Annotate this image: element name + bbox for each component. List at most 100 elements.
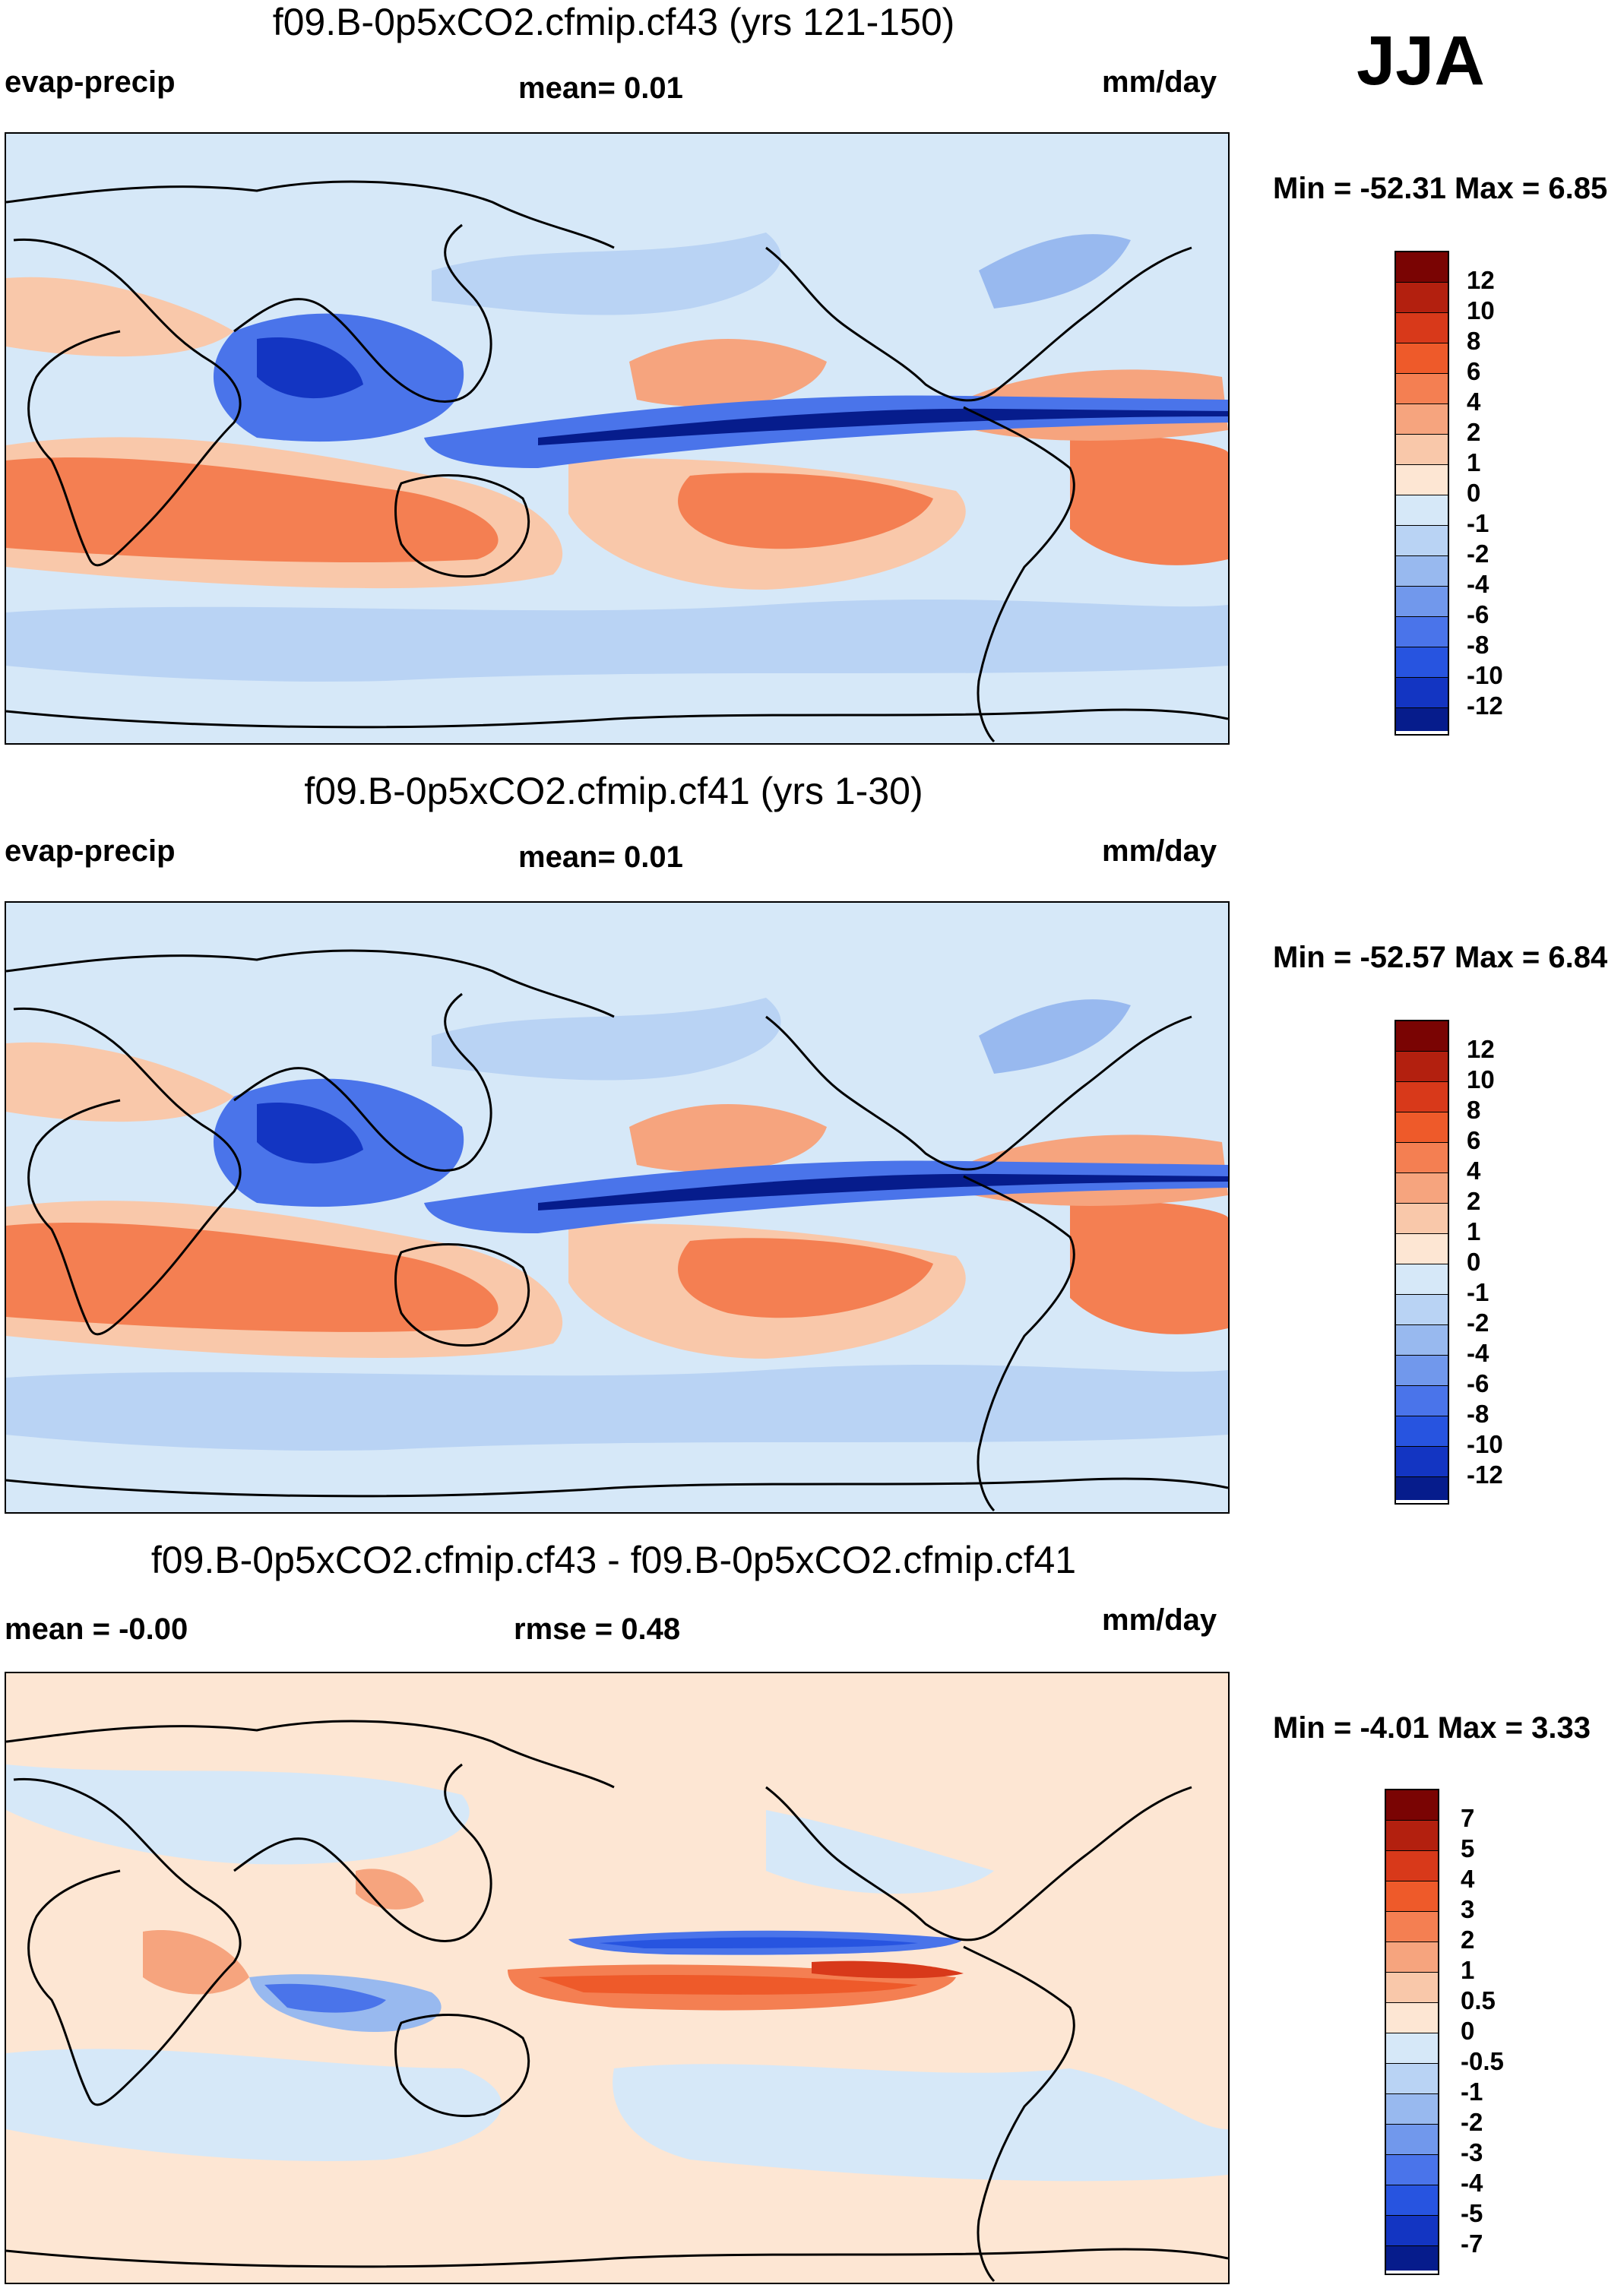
- panel-3-colorbar-label: -3: [1461, 2138, 1483, 2166]
- panel-3-colorbar-swatch: [1386, 2155, 1438, 2185]
- panel-2-colorbar-swatch: [1396, 1325, 1448, 1356]
- panel-2-colorbar-label: 12: [1467, 1035, 1495, 1063]
- panel-1-colorbar-swatch: [1396, 465, 1448, 495]
- panel-1-colorbar-swatch: [1396, 252, 1448, 283]
- panel-2-title: f09.B-0p5xCO2.cfmip.cf41 (yrs 1-30): [304, 770, 923, 812]
- panel-1-colorbar-swatch: [1396, 404, 1448, 435]
- panel-2-colorbar-swatch: [1396, 1082, 1448, 1112]
- panel-2-colorbar-swatch: [1396, 1234, 1448, 1264]
- panel-3-colorbar-swatch: [1386, 1912, 1438, 1942]
- panel-1-colorbar-swatch: [1396, 495, 1448, 526]
- panel-1-colorbar-swatch: [1396, 526, 1448, 556]
- panel-2-colorbar-swatch: [1396, 1477, 1448, 1500]
- panel-2-minmax: Min = -52.57 Max = 6.84: [1273, 941, 1608, 974]
- panel-1-colorbar-swatch: [1396, 708, 1448, 731]
- panel-2-colorbar-label: -12: [1467, 1460, 1503, 1489]
- panel-1-colorbar-label: 1: [1467, 448, 1481, 476]
- panel-3-units-label: mm/day: [1102, 1603, 1217, 1637]
- panel-2-colorbar-swatch: [1396, 1295, 1448, 1325]
- panel-2-colorbar-label: -8: [1467, 1400, 1489, 1428]
- panel-1-colorbar-label: 4: [1467, 388, 1481, 416]
- panel-1-colorbar-label: -10: [1467, 661, 1503, 689]
- panel-1-colorbar-label: -6: [1467, 600, 1489, 628]
- panel-3-colorbar-swatch: [1386, 1881, 1438, 1912]
- panel-1-colorbar-swatch: [1396, 587, 1448, 617]
- panel-3-colorbar-label: 0.5: [1461, 1986, 1496, 2014]
- panel-1-coastlines: [6, 180, 1228, 743]
- panel-2-colorbar-swatch: [1396, 1356, 1448, 1386]
- panel-1-minmax: Min = -52.31 Max = 6.85: [1273, 172, 1608, 205]
- panel-1-colorbar-swatch: [1396, 647, 1448, 678]
- panel-3-colorbar-label: -0.5: [1461, 2047, 1504, 2075]
- panel-1-variable-label: evap-precip: [5, 65, 176, 99]
- panel-3-colorbar-swatch: [1386, 1821, 1438, 1851]
- panel-3-minmax: Min = -4.01 Max = 3.33: [1273, 1711, 1591, 1745]
- panel-3-colorbar: [1385, 1789, 1439, 2275]
- panel-3-colorbar-label: -7: [1461, 2229, 1483, 2258]
- panel-3-colorbar-label: -5: [1461, 2199, 1483, 2227]
- panel-1-colorbar-swatch: [1396, 283, 1448, 313]
- panel-2-colorbar-label: 2: [1467, 1187, 1481, 1215]
- panel-2-colorbar-swatch: [1396, 1264, 1448, 1295]
- panel-3-colorbar-label: 3: [1461, 1895, 1475, 1923]
- panel-1-field: [6, 233, 1228, 682]
- panel-3-colorbar-swatch: [1386, 2246, 1438, 2271]
- panel-2-colorbar-label: 0: [1467, 1248, 1481, 1276]
- panel-1-colorbar-label: -8: [1467, 631, 1489, 659]
- panel-1-map: [5, 132, 1230, 745]
- panel-3-rmse-label: rmse = 0.48: [514, 1612, 681, 1646]
- panel-1-colorbar-swatch: [1396, 374, 1448, 404]
- panel-3-title: f09.B-0p5xCO2.cfmip.cf43 - f09.B-0p5xCO2…: [150, 1539, 1077, 1581]
- panel-1-colorbar-label: -12: [1467, 691, 1503, 720]
- panel-1-colorbar-label: 8: [1467, 327, 1481, 355]
- panel-2-colorbar-label: -1: [1467, 1278, 1489, 1306]
- panel-3-field: [6, 1764, 1228, 2182]
- panel-3-coastlines: [6, 1720, 1228, 2283]
- panel-3-colorbar-swatch: [1386, 2033, 1438, 2064]
- panel-2-colorbar-label: 10: [1467, 1065, 1495, 1093]
- panel-2-colorbar-label: 6: [1467, 1126, 1481, 1154]
- panel-2-coastlines: [6, 949, 1228, 1512]
- panel-3-colorbar-label: -2: [1461, 2108, 1483, 2136]
- panel-3-colorbar-swatch: [1386, 2185, 1438, 2216]
- panel-2-colorbar-label: -6: [1467, 1369, 1489, 1397]
- panel-1-colorbar-label: 10: [1467, 296, 1495, 324]
- panel-1-colorbar-swatch: [1396, 313, 1448, 343]
- panel-1-colorbar-swatch: [1396, 617, 1448, 647]
- panel-2-colorbar-swatch: [1396, 1112, 1448, 1143]
- panel-3-colorbar-swatch: [1386, 1942, 1438, 1973]
- panel-2-variable-label: evap-precip: [5, 834, 176, 868]
- panel-3-colorbar-swatch: [1386, 2003, 1438, 2033]
- panel-3-colorbar-label: 7: [1461, 1804, 1475, 1832]
- season-label: JJA: [1356, 22, 1485, 100]
- panel-1-colorbar-swatch: [1396, 343, 1448, 374]
- panel-1-colorbar-swatch: [1396, 678, 1448, 708]
- panel-1-colorbar-label: 0: [1467, 479, 1481, 507]
- panel-3-colorbar-swatch: [1386, 1973, 1438, 2003]
- panel-1-colorbar-label: 6: [1467, 357, 1481, 385]
- panel-1-colorbar-label: 12: [1467, 266, 1495, 294]
- panel-3-colorbar-swatch: [1386, 1851, 1438, 1881]
- panel-2-colorbar-swatch: [1396, 1204, 1448, 1234]
- panel-3-colorbar-label: 2: [1461, 1926, 1475, 1954]
- panel-3-colorbar-label: 5: [1461, 1834, 1475, 1862]
- panel-3-colorbar-swatch: [1386, 2125, 1438, 2155]
- panel-3-map: [5, 1672, 1230, 2284]
- panel-2-colorbar-label: 1: [1467, 1217, 1481, 1245]
- panel-3-mean-label: mean = -0.00: [5, 1612, 188, 1646]
- panel-3-colorbar-label: -4: [1461, 2169, 1483, 2197]
- panel-2-colorbar-label: 8: [1467, 1096, 1481, 1124]
- panel-3-colorbar-swatch: [1386, 2216, 1438, 2246]
- panel-3-colorbar-label: -1: [1461, 2078, 1483, 2106]
- panel-1-colorbar: [1394, 251, 1449, 736]
- panel-1-colorbar-swatch: [1396, 435, 1448, 465]
- panel-3-colorbar-label: 4: [1461, 1865, 1475, 1893]
- panel-2-colorbar-label: -4: [1467, 1339, 1489, 1367]
- panel-3-colorbar-label: 1: [1461, 1956, 1475, 1984]
- panel-1-colorbar-swatch: [1396, 556, 1448, 587]
- panel-1-mean-label: mean= 0.01: [518, 71, 683, 105]
- panel-1-colorbar-label: -4: [1467, 570, 1489, 598]
- panel-3-colorbar-label: 0: [1461, 2017, 1475, 2045]
- panel-2-colorbar-label: -10: [1467, 1430, 1503, 1458]
- panel-3-colorbar-swatch: [1386, 1790, 1438, 1821]
